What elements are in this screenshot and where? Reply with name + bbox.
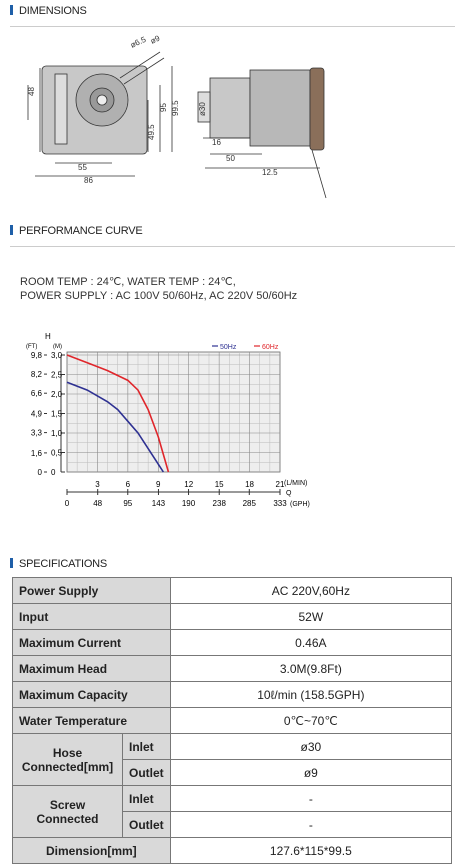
x-tick-label: 18 <box>245 480 254 489</box>
dimension-label: 99.5 <box>171 100 180 116</box>
spec-label: Maximum Head <box>12 655 171 682</box>
curve <box>66 381 165 473</box>
section-heading: SPECIFICATIONS <box>10 558 107 570</box>
spec-value: 52W <box>169 603 453 630</box>
y-unit: (M) <box>53 344 62 350</box>
y-tick-label: 0,5 <box>51 449 63 458</box>
legend-label: 50Hz <box>220 344 237 351</box>
x-tick-label: 12 <box>184 480 193 489</box>
spec-value: - <box>169 811 453 838</box>
dimension-label: 95 <box>159 103 168 112</box>
spec-sublabel: Inlet <box>122 785 171 812</box>
y2-unit: (FT) <box>26 344 37 350</box>
x-tick-label: 9 <box>156 480 161 489</box>
plot-background <box>66 351 281 473</box>
y-tick-label: 2,5 <box>51 371 63 380</box>
condition-text: ROOM TEMP : 24℃, WATER TEMP : 24℃, <box>20 276 236 288</box>
dimension-label: ø30 <box>198 102 207 116</box>
y2-tick-label: 3,3 <box>31 429 43 438</box>
curve <box>66 354 170 473</box>
x-tick-label: 6 <box>126 480 131 489</box>
dimension-label: ø9 <box>149 33 162 45</box>
spec-label: Screw Connected <box>12 785 123 838</box>
dimension-label: 50 <box>226 154 235 163</box>
spec-value: 10ℓ/min (158.5GPH) <box>169 681 453 708</box>
x-tick-label: 21 <box>276 480 285 489</box>
x2-tick-label: 238 <box>213 499 227 508</box>
dimension-label: 55 <box>78 163 87 172</box>
x2-tick-label: 333 <box>273 499 287 508</box>
y-tick-label: 1,5 <box>51 410 63 419</box>
spec-value: - <box>169 785 453 812</box>
spec-value: 3.0M(9.8Ft) <box>169 655 453 682</box>
y-tick-label: 0 <box>51 468 56 477</box>
spec-value: 0.46A <box>169 629 453 656</box>
spec-label: Maximum Capacity <box>12 681 171 708</box>
y2-tick-label: 4,9 <box>31 410 43 419</box>
y-tick-label: 1,0 <box>51 429 63 438</box>
legend-label: 60Hz <box>262 344 279 351</box>
dimension-label: ø6.5 <box>129 35 148 50</box>
dimension-label: 16 <box>212 138 221 147</box>
performance-chart: 00,51,01,52,02,53,001,63,34,96,68,29,8H(… <box>26 332 310 508</box>
spec-label: Input <box>12 603 171 630</box>
spec-sublabel: Outlet <box>122 811 171 838</box>
spec-table: Power Supply AC 220V,60Hz Input 52W Maximu… <box>12 577 453 864</box>
x-tick-label: 15 <box>215 480 224 489</box>
y-tick-label: 3,0 <box>51 351 63 360</box>
x2-tick-label: 285 <box>243 499 257 508</box>
dimension-label: 48 <box>27 87 36 96</box>
y2-tick-label: 9,8 <box>31 351 43 360</box>
section-heading: PERFORMANCE CURVE <box>10 225 143 237</box>
dimension-label: 86 <box>84 176 93 185</box>
condition-text: POWER SUPPLY : AC 100V 50/60Hz, AC 220V … <box>20 290 298 302</box>
section-heading: DIMENSIONS <box>10 5 87 17</box>
spec-label: Maximum Current <box>12 629 171 656</box>
y2-tick-label: 6,6 <box>31 389 43 398</box>
x2-unit: (GPH) <box>290 501 310 508</box>
spec-value: ø9 <box>169 759 453 786</box>
x-axis-title: Q <box>286 490 292 497</box>
y-tick-label: 2,0 <box>51 390 63 399</box>
spec-label: Dimension[mm] <box>12 837 171 864</box>
spec-sublabel: Inlet <box>122 733 171 760</box>
x2-tick-label: 190 <box>182 499 196 508</box>
spec-value: 127.6*115*99.5 <box>169 837 453 864</box>
y2-tick-label: 0 <box>38 468 43 477</box>
x2-tick-label: 143 <box>152 499 166 508</box>
spec-value: AC 220V,60Hz <box>169 577 453 604</box>
spec-value: 0℃~70℃ <box>169 707 453 734</box>
spec-label: Hose Connected[mm] <box>12 733 123 786</box>
x2-tick-label: 95 <box>123 499 132 508</box>
divider <box>10 246 455 247</box>
x-unit: (L/MIN) <box>284 480 307 487</box>
spec-sublabel: Outlet <box>122 759 171 786</box>
spec-label: Power Supply <box>12 577 171 604</box>
x2-tick-label: 0 <box>65 499 70 508</box>
y2-tick-label: 1,6 <box>31 449 43 458</box>
spec-label: Water Temperature <box>12 707 171 734</box>
y-axis-title: H <box>45 332 51 341</box>
divider <box>10 26 455 27</box>
x2-tick-label: 48 <box>93 499 102 508</box>
dimension-label: 49.5 <box>147 124 156 140</box>
dimension-label: 12.5 <box>262 168 278 177</box>
y2-tick-label: 8,2 <box>31 370 43 379</box>
spec-value: ø30 <box>169 733 453 760</box>
x-tick-label: 3 <box>95 480 100 489</box>
dimension-drawing: ø6.5 ø9 48 95 99.5 49.5 55 86 ø30 16 50 … <box>27 33 327 199</box>
